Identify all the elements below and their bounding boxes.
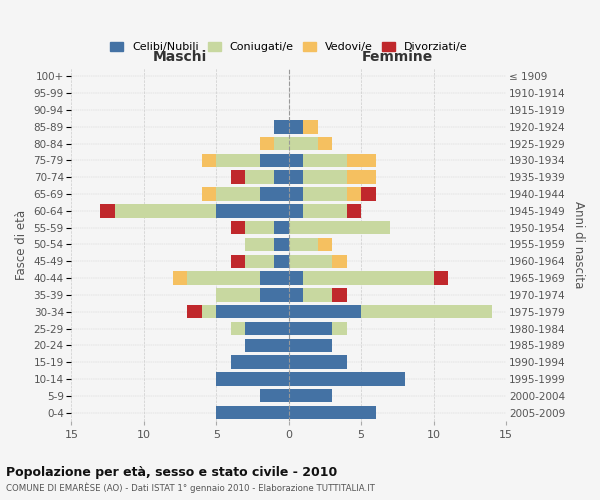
Bar: [318, 137, 332, 150]
Text: Maschi: Maschi: [153, 50, 207, 64]
Bar: [231, 221, 245, 234]
Bar: [303, 120, 318, 134]
Text: Femmine: Femmine: [362, 50, 433, 64]
Bar: [289, 338, 332, 352]
Bar: [260, 188, 289, 201]
Bar: [289, 188, 303, 201]
Bar: [289, 288, 303, 302]
Bar: [231, 356, 289, 369]
Bar: [217, 406, 289, 419]
Bar: [289, 389, 332, 402]
Bar: [289, 305, 361, 318]
Bar: [173, 272, 187, 285]
Bar: [289, 322, 332, 335]
Bar: [217, 372, 289, 386]
Bar: [202, 305, 217, 318]
Bar: [332, 288, 347, 302]
Bar: [202, 188, 217, 201]
Bar: [231, 170, 245, 184]
Bar: [289, 406, 376, 419]
Bar: [217, 204, 289, 218]
Bar: [274, 254, 289, 268]
Bar: [100, 204, 115, 218]
Bar: [115, 204, 217, 218]
Bar: [245, 170, 274, 184]
Bar: [274, 137, 289, 150]
Bar: [260, 288, 289, 302]
Bar: [274, 238, 289, 251]
Bar: [332, 254, 347, 268]
Bar: [303, 154, 347, 167]
Bar: [289, 120, 303, 134]
Y-axis label: Fasce di età: Fasce di età: [15, 210, 28, 280]
Bar: [274, 170, 289, 184]
Bar: [289, 204, 303, 218]
Bar: [289, 272, 303, 285]
Bar: [217, 288, 260, 302]
Bar: [260, 137, 274, 150]
Bar: [434, 272, 448, 285]
Bar: [361, 305, 491, 318]
Bar: [347, 204, 361, 218]
Bar: [217, 188, 260, 201]
Bar: [303, 170, 347, 184]
Legend: Celibi/Nubili, Coniugati/e, Vedovi/e, Divorziati/e: Celibi/Nubili, Coniugati/e, Vedovi/e, Di…: [107, 38, 471, 56]
Bar: [303, 204, 347, 218]
Y-axis label: Anni di nascita: Anni di nascita: [572, 201, 585, 288]
Bar: [231, 322, 245, 335]
Bar: [289, 238, 318, 251]
Bar: [303, 188, 347, 201]
Bar: [274, 221, 289, 234]
Bar: [289, 170, 303, 184]
Bar: [187, 305, 202, 318]
Bar: [187, 272, 260, 285]
Bar: [245, 338, 289, 352]
Bar: [245, 238, 274, 251]
Bar: [347, 188, 361, 201]
Bar: [274, 120, 289, 134]
Bar: [260, 272, 289, 285]
Bar: [231, 254, 245, 268]
Bar: [303, 272, 434, 285]
Bar: [202, 154, 217, 167]
Text: Popolazione per età, sesso e stato civile - 2010: Popolazione per età, sesso e stato civil…: [6, 466, 337, 479]
Bar: [347, 154, 376, 167]
Bar: [289, 137, 318, 150]
Bar: [318, 238, 332, 251]
Bar: [347, 170, 376, 184]
Text: COMUNE DI EMARÈSE (AO) - Dati ISTAT 1° gennaio 2010 - Elaborazione TUTTITALIA.IT: COMUNE DI EMARÈSE (AO) - Dati ISTAT 1° g…: [6, 482, 375, 493]
Bar: [303, 288, 332, 302]
Bar: [289, 254, 332, 268]
Bar: [245, 254, 274, 268]
Bar: [289, 154, 303, 167]
Bar: [217, 305, 289, 318]
Bar: [245, 221, 274, 234]
Bar: [361, 188, 376, 201]
Bar: [260, 154, 289, 167]
Bar: [217, 154, 260, 167]
Bar: [289, 221, 390, 234]
Bar: [245, 322, 289, 335]
Bar: [289, 372, 404, 386]
Bar: [289, 356, 347, 369]
Bar: [332, 322, 347, 335]
Bar: [260, 389, 289, 402]
